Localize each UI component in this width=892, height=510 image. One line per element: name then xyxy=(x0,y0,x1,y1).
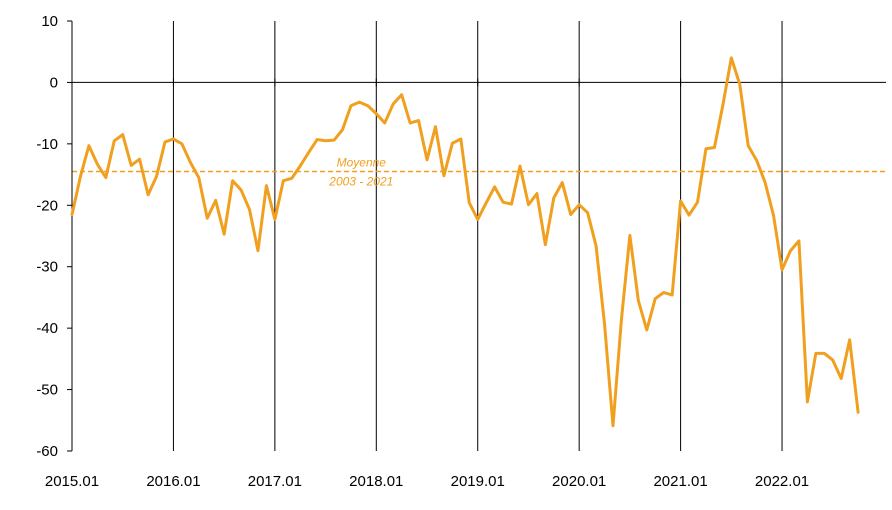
reference-line-group: Moyenne 2003 - 2021 xyxy=(72,156,886,189)
x-tick-label: 2016.01 xyxy=(146,473,200,490)
grid-lines xyxy=(172,21,783,451)
y-tick-label: -40 xyxy=(36,320,58,337)
x-tick-label: 2015.01 xyxy=(45,473,99,490)
x-tick-label: 2017.01 xyxy=(248,473,302,490)
y-tick-label: -60 xyxy=(36,443,58,460)
y-tick-label: 0 xyxy=(50,74,58,91)
reference-label-line1: Moyenne xyxy=(337,156,387,170)
x-tick-label: 2022.01 xyxy=(755,473,809,490)
y-tick-label: -20 xyxy=(36,197,58,214)
y-tick-label: 10 xyxy=(41,13,58,30)
y-tick-labels: 10 0 -10 -20 -30 -40 -50 -60 xyxy=(36,13,58,460)
y-tick-label: -30 xyxy=(36,259,58,276)
x-tick-label: 2020.01 xyxy=(552,473,606,490)
x-tick-label: 2018.01 xyxy=(349,473,403,490)
y-tick-label: -50 xyxy=(36,382,58,399)
x-tick-label: 2019.01 xyxy=(451,473,505,490)
y-tick-label: -10 xyxy=(36,136,58,153)
axes xyxy=(67,20,886,452)
x-tick-label: 2021.01 xyxy=(653,473,707,490)
reference-label-line2: 2003 - 2021 xyxy=(328,175,393,189)
x-tick-labels: 2015.01 2016.01 2017.01 2018.01 2019.01 2020.… xyxy=(45,473,809,490)
series-line xyxy=(70,56,860,428)
